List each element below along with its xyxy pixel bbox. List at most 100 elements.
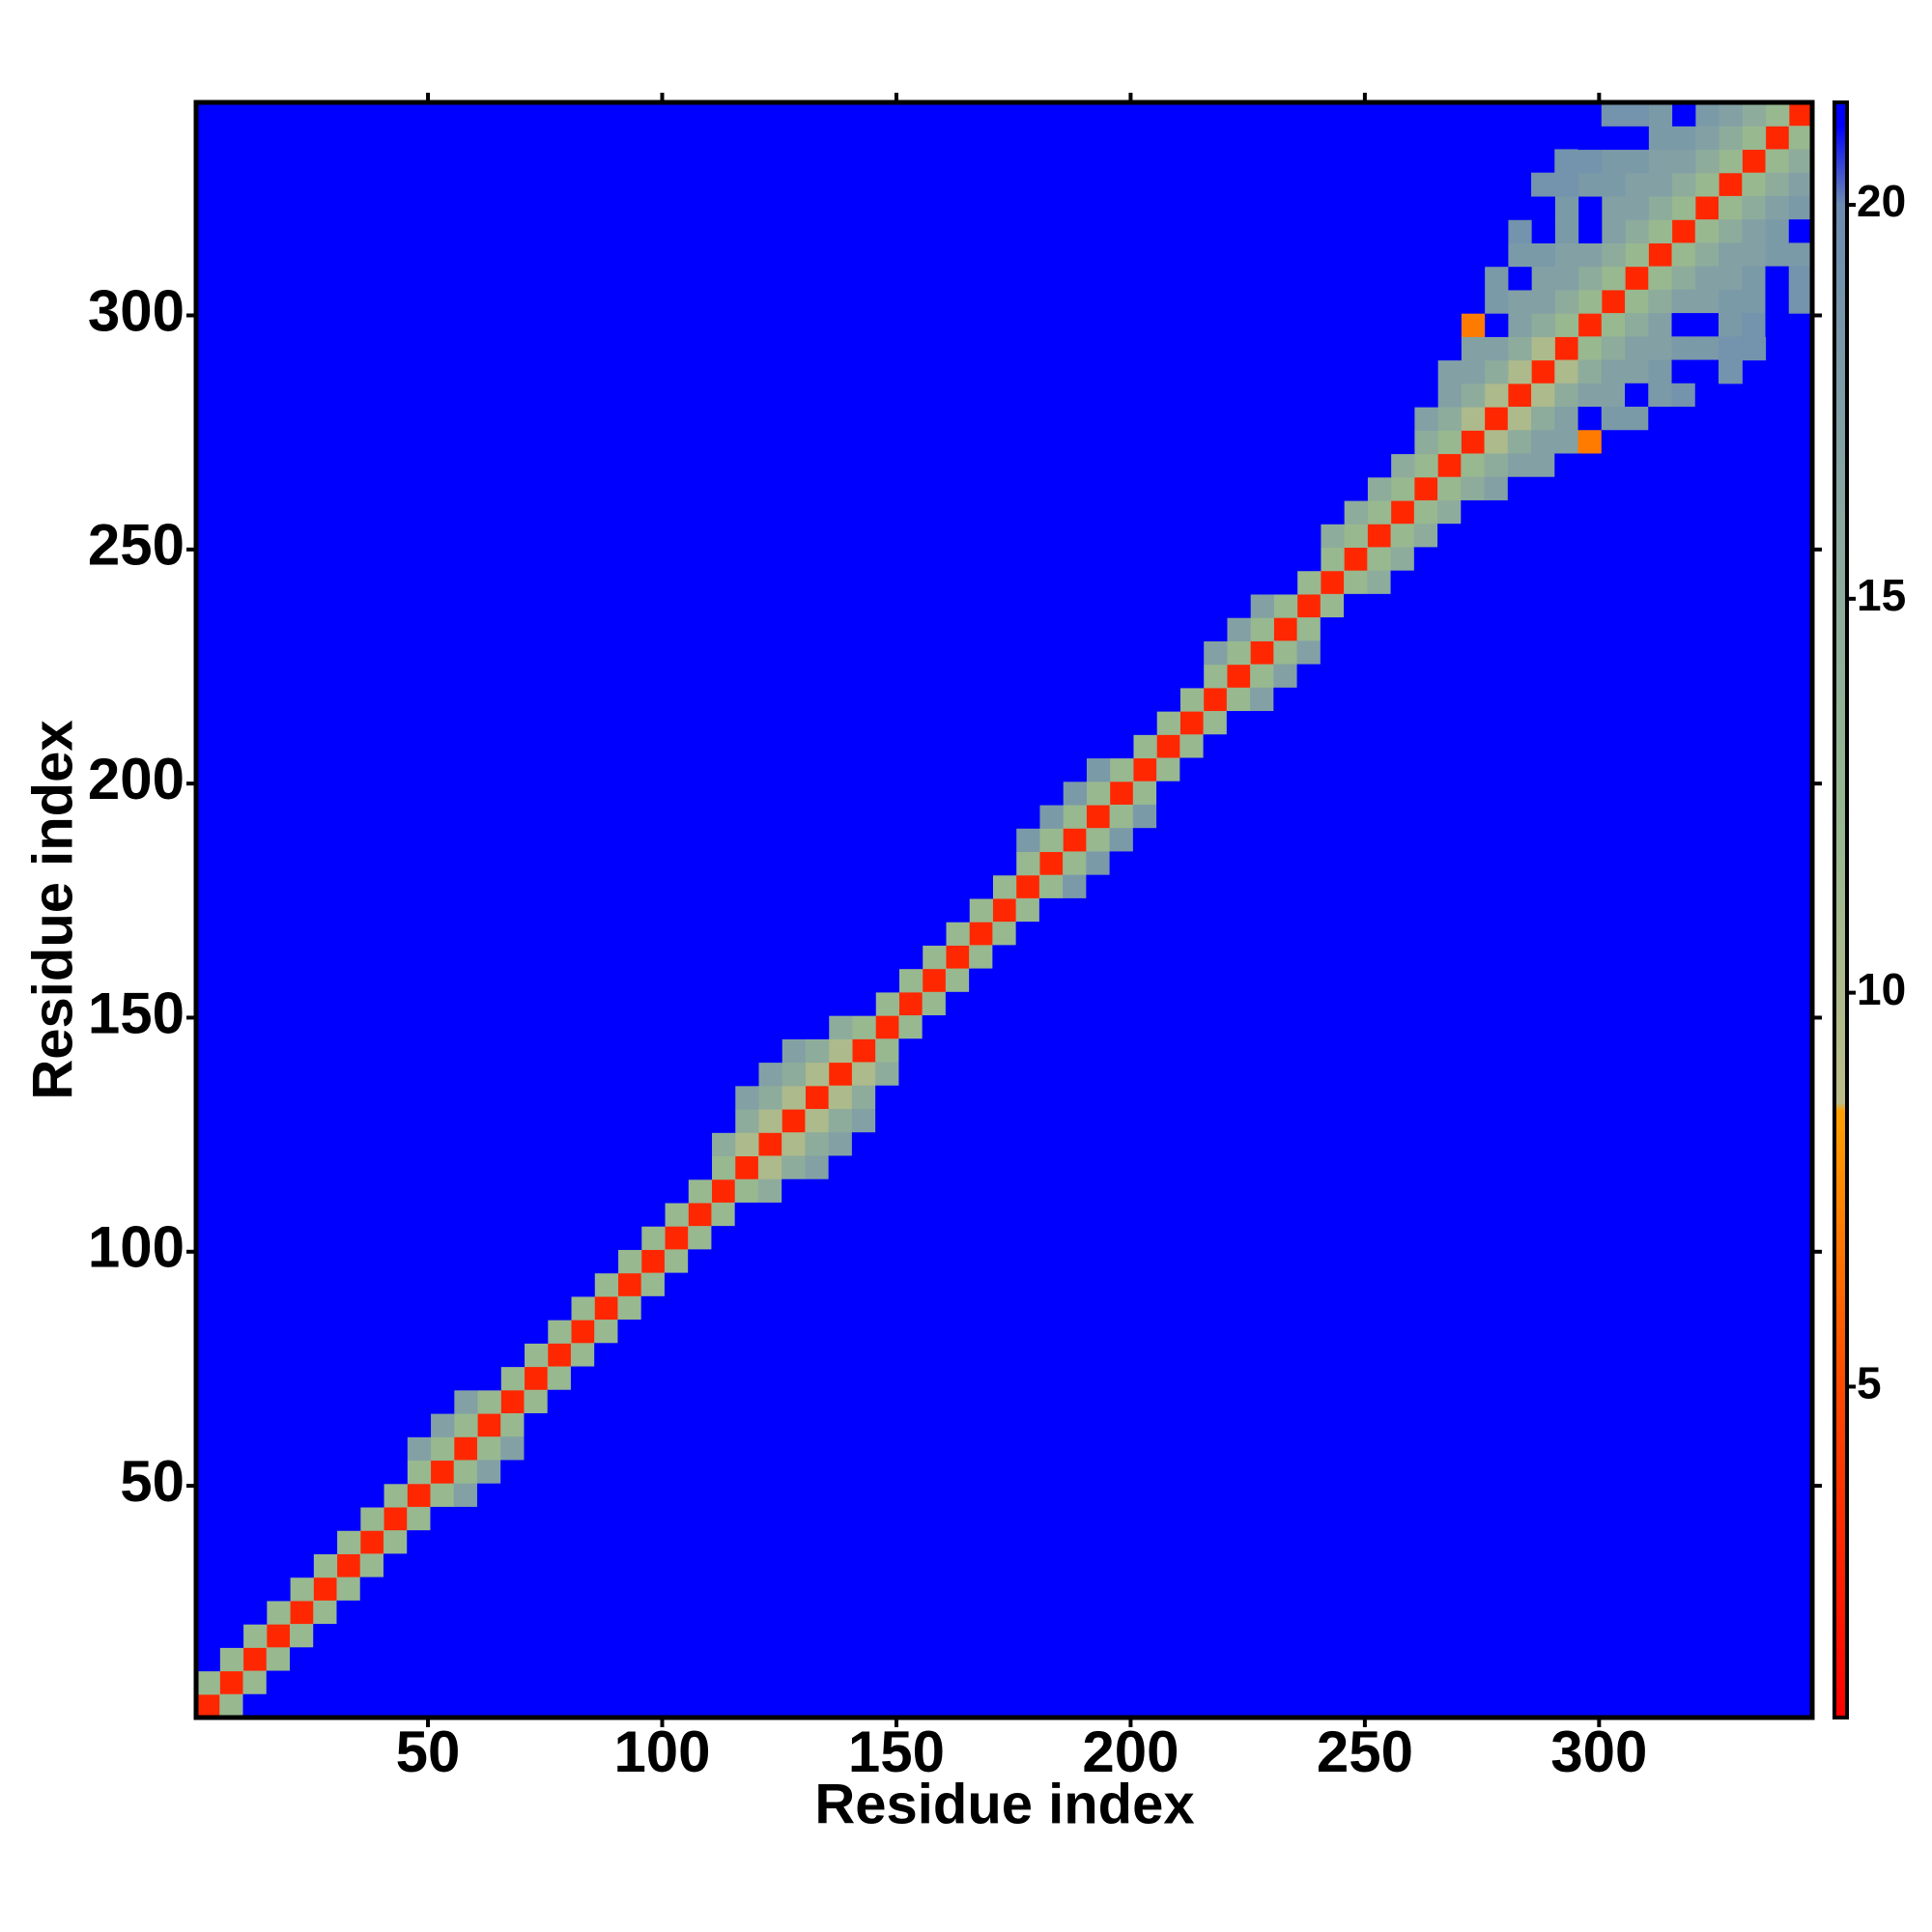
cell (1132, 874, 1157, 899)
cell (594, 1132, 619, 1157)
cell (453, 1624, 478, 1648)
cell (570, 1483, 595, 1508)
cell (757, 1132, 782, 1157)
cell (781, 1155, 807, 1180)
cell (1296, 664, 1321, 689)
cell (781, 1085, 807, 1110)
cell (640, 1179, 666, 1204)
cell (1437, 289, 1462, 314)
cell (1344, 430, 1368, 455)
cell (524, 1320, 549, 1344)
cell (1507, 524, 1532, 549)
cell (1437, 383, 1462, 408)
cell (407, 1366, 432, 1391)
cell (945, 1038, 970, 1064)
cell (476, 1553, 501, 1578)
cell (1226, 781, 1251, 806)
cell (617, 1226, 642, 1250)
cell (453, 1506, 478, 1531)
cell (1719, 359, 1743, 384)
cell (570, 1436, 595, 1462)
cell (1625, 407, 1649, 431)
cell (1063, 897, 1087, 923)
cell (1694, 102, 1719, 127)
cell (1156, 547, 1180, 572)
cell (1484, 359, 1509, 384)
cell (476, 1366, 501, 1391)
cell (1273, 593, 1298, 618)
cell (1250, 524, 1274, 549)
cell (1719, 102, 1743, 127)
cell (1719, 336, 1743, 361)
cell (1273, 664, 1298, 689)
cell (828, 1015, 853, 1039)
cell (1484, 430, 1509, 455)
cell (805, 991, 830, 1016)
cell (992, 734, 1017, 759)
cell (757, 945, 782, 970)
cell (1367, 640, 1392, 666)
cell (1601, 102, 1626, 127)
cell (1296, 407, 1321, 431)
cell (1413, 313, 1438, 337)
cell (500, 1226, 526, 1250)
cell (875, 1132, 899, 1157)
cell (242, 1693, 268, 1719)
cell (688, 1366, 713, 1391)
cell (781, 1062, 807, 1087)
cell (1367, 407, 1392, 431)
cell (383, 1412, 408, 1437)
cell (711, 1085, 736, 1110)
cell (1531, 476, 1555, 501)
cell (359, 1577, 384, 1602)
cell (1601, 407, 1626, 431)
cell (711, 1015, 736, 1039)
cell (1038, 851, 1064, 876)
cell (359, 1670, 384, 1695)
cell (1320, 640, 1345, 666)
cell (1132, 922, 1157, 946)
cell (242, 1647, 268, 1672)
cell (1086, 617, 1111, 641)
cell (734, 1062, 759, 1087)
cell (1390, 430, 1415, 455)
cell (992, 945, 1017, 970)
cell (1109, 593, 1134, 618)
cell (1765, 149, 1790, 174)
cell (383, 1320, 408, 1344)
cell (336, 1436, 361, 1462)
cell (1367, 359, 1392, 384)
cell (1320, 757, 1345, 782)
cell (1531, 407, 1555, 431)
cell (547, 1412, 572, 1437)
cell (711, 1038, 736, 1064)
cell (757, 1272, 782, 1297)
cell (1179, 828, 1205, 853)
cell (617, 1436, 642, 1462)
cell (1577, 476, 1603, 501)
cell (734, 1015, 759, 1039)
cell (359, 1436, 384, 1462)
cell (500, 1249, 526, 1274)
cell (875, 897, 899, 923)
cell (313, 1647, 338, 1672)
cell (1086, 640, 1111, 666)
cell (898, 851, 923, 876)
cell (922, 781, 947, 806)
cell (1484, 219, 1509, 243)
cell (617, 1343, 642, 1368)
cell (594, 1272, 619, 1297)
cell (336, 1366, 361, 1391)
cell (500, 1343, 526, 1368)
cell (922, 1085, 947, 1110)
cell (1648, 266, 1673, 291)
cell (289, 1530, 314, 1554)
cell (594, 1320, 619, 1344)
cell (1742, 336, 1767, 361)
cell (640, 1108, 666, 1133)
cell (1625, 430, 1649, 455)
cell (407, 1460, 432, 1485)
cell (196, 1600, 220, 1625)
cell (640, 1132, 666, 1157)
cell (1671, 126, 1696, 151)
